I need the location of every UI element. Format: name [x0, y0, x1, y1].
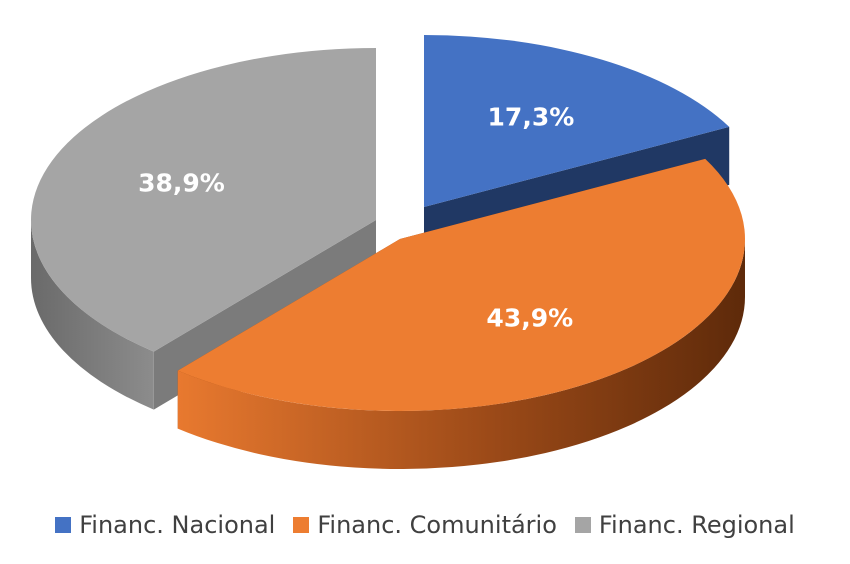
legend-label-0: Financ. Nacional: [79, 511, 276, 539]
legend-swatch-1: [293, 517, 310, 533]
slice-top-1: [177, 158, 745, 411]
legend-swatch-0: [55, 517, 72, 533]
slice-top-2: [30, 47, 377, 352]
slice-top-0: [424, 35, 730, 207]
legend-item-1: Financ. Comunitário: [293, 511, 557, 539]
data-label-1: 43,9%: [486, 303, 573, 332]
legend-item-2: Financ. Regional: [574, 511, 795, 539]
legend-swatch-2: [574, 517, 591, 533]
legend-label-1: Financ. Comunitário: [317, 511, 557, 539]
data-label-2: 38,9%: [138, 169, 225, 198]
pie-chart: 17,3% 43,9% 38,9%: [30, 35, 745, 470]
legend-label-2: Financ. Regional: [598, 511, 795, 539]
slice-side-1-0: [177, 239, 745, 470]
legend-item-0: Financ. Nacional: [55, 511, 275, 539]
slice-1: [177, 158, 745, 470]
legend: Financ. Nacional Financ. Comunitário Finan…: [0, 500, 850, 550]
data-label-0: 17,3%: [488, 103, 575, 132]
data-labels: 17,3% 43,9% 38,9%: [138, 103, 574, 333]
slice-side-2-0: [31, 220, 154, 410]
pie-slices: [30, 35, 745, 470]
